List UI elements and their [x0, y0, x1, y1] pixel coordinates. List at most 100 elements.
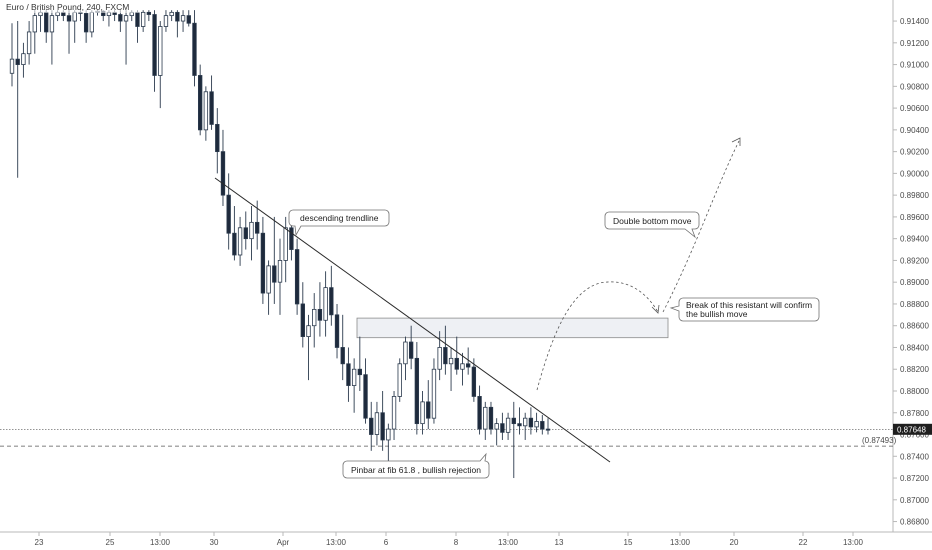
candle[interactable] [488, 401, 494, 435]
candle[interactable] [523, 412, 528, 440]
candle[interactable] [163, 10, 169, 32]
candle[interactable] [471, 358, 477, 402]
candle[interactable] [454, 336, 459, 375]
candle[interactable] [215, 108, 220, 174]
descending-trendline[interactable] [214, 177, 611, 463]
bearish-candle-body [477, 396, 482, 430]
candle[interactable] [306, 314, 311, 381]
candle[interactable] [391, 390, 397, 440]
candle[interactable] [334, 303, 340, 359]
candle[interactable] [443, 325, 448, 375]
candle[interactable] [494, 418, 499, 446]
candle[interactable] [465, 347, 471, 375]
pinbar-callout[interactable]: Pinbar at fib 61.8 , bullish rejection [342, 452, 490, 479]
price-axis[interactable]: 0.91400 0.91200 0.91000 0.90800 0.90600 0.904… [893, 17, 929, 527]
bullish-candle-body [386, 428, 391, 441]
candle[interactable] [66, 10, 72, 54]
candle[interactable] [243, 211, 248, 250]
candle[interactable] [169, 10, 174, 22]
candle[interactable] [226, 173, 231, 250]
price-tick-label: 0.89000 [900, 278, 929, 287]
candle[interactable] [175, 10, 180, 38]
candle[interactable] [180, 10, 186, 32]
price-tick-label: 0.90600 [900, 104, 929, 113]
candle[interactable] [272, 216, 277, 304]
candle[interactable] [209, 75, 214, 130]
candle[interactable] [158, 21, 163, 109]
candle[interactable] [540, 414, 545, 435]
candle[interactable] [431, 358, 437, 424]
resistance-zone[interactable] [356, 317, 669, 339]
candle[interactable] [300, 282, 305, 348]
candle[interactable] [220, 129, 226, 207]
bullish-candle-body [26, 31, 32, 55]
candle[interactable] [408, 325, 414, 370]
candle[interactable] [249, 206, 254, 261]
candle[interactable] [192, 10, 197, 87]
candle[interactable] [340, 314, 345, 381]
candle[interactable] [260, 216, 266, 304]
candle[interactable] [534, 412, 539, 433]
candle[interactable] [517, 407, 522, 435]
trendline-callout[interactable]: descending trendline [288, 209, 390, 237]
bullish-candle-body [89, 11, 94, 33]
candle[interactable] [146, 10, 152, 22]
double-bottom-callout[interactable]: Double bottom move [604, 211, 700, 239]
candle[interactable] [545, 418, 551, 435]
candle[interactable] [460, 352, 465, 386]
candle[interactable] [232, 206, 237, 261]
candle[interactable] [186, 10, 191, 27]
candle[interactable] [140, 10, 146, 32]
candle[interactable] [237, 216, 243, 266]
candle[interactable] [283, 216, 288, 283]
candle[interactable] [483, 401, 488, 440]
candle[interactable] [386, 423, 391, 462]
candle[interactable] [505, 412, 511, 440]
candle[interactable] [414, 342, 420, 435]
candle[interactable] [369, 401, 374, 451]
candle[interactable] [420, 390, 425, 435]
bearish-candle-body [146, 11, 152, 15]
time-axis[interactable]: 23 25 13:00 30 Apr 13:00 6 8 13:00 13 15 13:00 20 22 1… [35, 532, 864, 547]
candle[interactable] [317, 282, 323, 337]
candle[interactable] [397, 358, 402, 402]
candle[interactable] [32, 10, 37, 54]
candle[interactable] [351, 358, 357, 413]
candle[interactable] [152, 10, 157, 92]
candle[interactable] [357, 336, 362, 391]
candle[interactable] [26, 21, 32, 65]
candle[interactable] [363, 358, 368, 424]
candle[interactable] [9, 23, 15, 87]
candle[interactable] [312, 293, 317, 348]
candle[interactable] [500, 412, 505, 440]
bearish-candle-body [500, 423, 505, 433]
breakout-callout[interactable]: Break of this resistant will confirm the… [669, 297, 820, 322]
candle[interactable] [346, 347, 351, 402]
candle[interactable] [83, 10, 89, 43]
candle[interactable] [329, 265, 334, 326]
candle[interactable] [15, 21, 20, 178]
candle[interactable] [403, 336, 408, 381]
candle[interactable] [21, 42, 26, 78]
candle[interactable] [477, 385, 482, 435]
candle[interactable] [511, 401, 516, 479]
bearish-candle-body [545, 428, 551, 431]
bearish-candle-body [226, 194, 231, 234]
candle[interactable] [49, 10, 55, 65]
candle[interactable] [277, 238, 283, 315]
candle[interactable] [197, 64, 203, 136]
candle[interactable] [118, 10, 123, 32]
candle[interactable] [528, 407, 534, 435]
bearish-candle-body [363, 374, 368, 419]
candle[interactable] [294, 238, 300, 315]
candle[interactable] [323, 271, 328, 337]
candle[interactable] [123, 10, 129, 65]
candle[interactable] [380, 390, 385, 451]
candle[interactable] [203, 86, 209, 141]
candle[interactable] [448, 347, 454, 391]
bullish-candle-body [249, 221, 254, 240]
candle[interactable] [266, 260, 271, 315]
candle[interactable] [374, 401, 380, 446]
candle[interactable] [426, 380, 431, 430]
